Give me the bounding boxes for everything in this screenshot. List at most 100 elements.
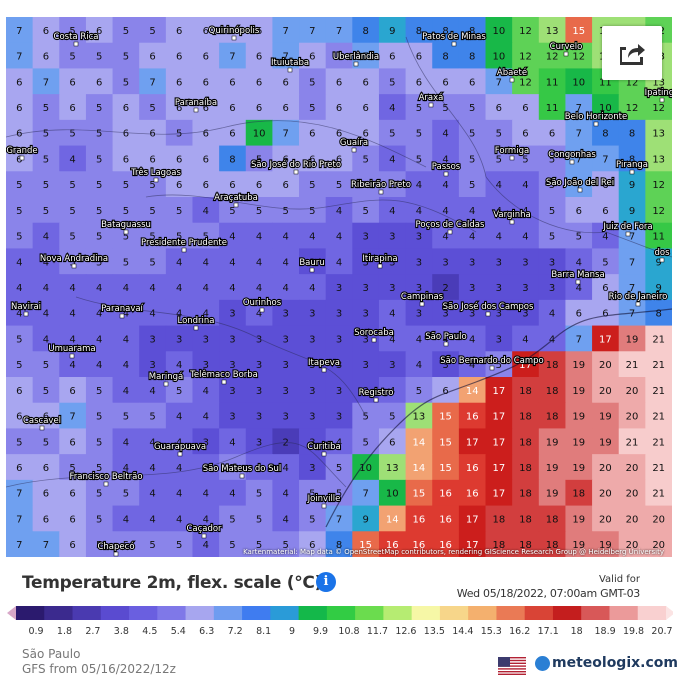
temperature-cell xyxy=(192,274,220,301)
temperature-cell xyxy=(538,94,567,121)
temperature-cell xyxy=(645,351,672,378)
temperature-value: 5 xyxy=(123,180,129,191)
city-name: Piranga xyxy=(616,160,648,170)
temperature-value: 3 xyxy=(309,360,315,371)
temperature-cell xyxy=(32,428,60,455)
temperature-value: 5 xyxy=(96,180,102,191)
temperature-value: 4 xyxy=(176,489,182,500)
temperature-cell xyxy=(272,171,300,198)
temperature-value: 5 xyxy=(69,206,75,217)
temperature-value: 6 xyxy=(176,103,182,114)
temperature-cell xyxy=(458,222,487,250)
temperature-cell xyxy=(645,197,672,224)
temperature-cell xyxy=(32,42,60,70)
temperature-value: 6 xyxy=(69,103,75,114)
city-label: Ituiutaba xyxy=(270,57,310,73)
temperature-cell xyxy=(565,197,593,224)
temperature-cell xyxy=(538,17,567,44)
temperature-cell xyxy=(192,402,220,430)
temperature-value: 4 xyxy=(149,489,155,500)
temperature-value: 18 xyxy=(546,360,559,371)
temperature-cell xyxy=(592,351,620,378)
temperature-value: 8 xyxy=(442,52,448,63)
temperature-cell xyxy=(245,377,273,404)
temperature-value: 5 xyxy=(149,180,155,191)
temperature-cell xyxy=(32,351,60,378)
temperature-value: 4 xyxy=(442,129,448,140)
temperature-value: 6 xyxy=(283,154,289,165)
city-label: Curitiba xyxy=(306,441,342,457)
temperature-cell xyxy=(592,222,620,250)
city-label: São Bernardo do Campo xyxy=(439,355,545,371)
temperature-cell xyxy=(32,402,60,430)
temperature-value: 6 xyxy=(123,103,129,114)
temperature-cell xyxy=(512,68,540,95)
temperature-value: 5 xyxy=(362,437,368,448)
temperature-value: 5 xyxy=(69,180,75,191)
temperature-cell xyxy=(32,197,60,224)
temperature-map[interactable]: 7 6 5 6 5 5 6 6 6 6 7 7 7 8 9 8 8 8 10 12 13 15 13 13 12 7 6 5 5 5 6 6 6… xyxy=(6,17,672,557)
city-marker xyxy=(443,341,449,347)
temperature-value: 20 xyxy=(599,360,612,371)
city-name: Ourinhos xyxy=(243,298,282,308)
temperature-value: 6 xyxy=(602,309,608,320)
temperature-value: 4 xyxy=(96,309,102,320)
temperature-cell xyxy=(139,171,167,198)
temperature-value: 8 xyxy=(469,26,475,37)
temperature-value: 9 xyxy=(655,257,661,268)
temperature-cell xyxy=(85,42,114,70)
temperature-value: 7 xyxy=(576,154,582,165)
temperature-cell xyxy=(112,222,140,250)
temperature-value: 3 xyxy=(203,437,209,448)
temperature-cell xyxy=(432,17,460,44)
temperature-value: 7 xyxy=(43,77,49,88)
share-button[interactable] xyxy=(602,26,662,80)
temperature-value: 6 xyxy=(336,103,342,114)
city-marker xyxy=(447,229,453,235)
temperature-cell xyxy=(352,402,380,430)
us-flag-icon[interactable] xyxy=(498,657,526,675)
temperature-cell xyxy=(192,94,220,121)
temperature-cell xyxy=(192,479,220,507)
city-label: Três Lagoas xyxy=(129,166,183,183)
temperature-value: 6 xyxy=(69,77,75,88)
temperature-value: 3 xyxy=(203,360,209,371)
temperature-value: 12 xyxy=(652,103,665,114)
info-icon[interactable]: i xyxy=(316,572,336,592)
temperature-value: 6 xyxy=(203,26,209,37)
temperature-cell xyxy=(592,197,620,224)
city-marker xyxy=(233,202,239,208)
brand-logo[interactable]: meteologix.com xyxy=(535,655,678,671)
temperature-value: 18 xyxy=(519,463,532,474)
temperature-value: 9 xyxy=(629,180,635,191)
city-label: Chapecó xyxy=(96,540,136,557)
temperature-value: 5 xyxy=(416,154,422,165)
temperature-value: 3 xyxy=(256,360,262,371)
temperature-cell xyxy=(378,402,407,430)
temperature-cell xyxy=(245,68,273,95)
temperature-cell xyxy=(405,274,433,301)
temperature-cell xyxy=(618,531,646,557)
temperature-value: 8 xyxy=(602,129,608,140)
city-marker xyxy=(509,219,515,225)
temperature-cell xyxy=(485,454,513,481)
temperature-value: 5 xyxy=(96,514,102,525)
temperature-cell xyxy=(272,145,300,172)
temperature-cell xyxy=(165,531,194,557)
temperature-cell xyxy=(139,454,167,481)
temperature-value: 4 xyxy=(442,206,448,217)
city-marker xyxy=(309,267,315,273)
temperature-value: 8 xyxy=(629,129,635,140)
temperature-value: 6 xyxy=(256,77,262,88)
temperature-value: 3 xyxy=(336,334,342,345)
temperature-value: 3 xyxy=(309,463,315,474)
temperature-cell xyxy=(85,479,114,507)
temperature-cell xyxy=(6,68,34,95)
temperature-cell xyxy=(272,42,300,70)
temperature-cell xyxy=(565,68,593,95)
temperature-cell xyxy=(565,299,593,327)
temperature-cell xyxy=(139,531,167,557)
temperature-value: 8 xyxy=(655,309,661,320)
temperature-value: 3 xyxy=(389,232,395,243)
temperature-cell xyxy=(538,119,567,147)
